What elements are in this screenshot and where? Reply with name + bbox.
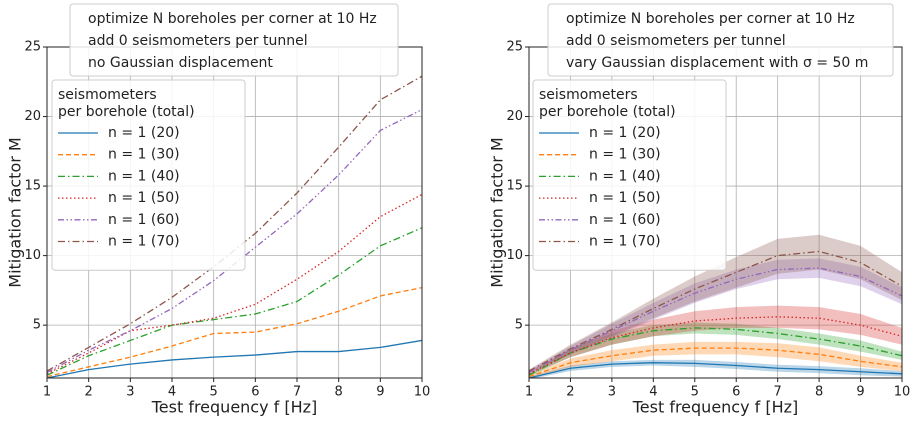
annotation-box bbox=[69, 3, 399, 77]
legend-box bbox=[532, 79, 727, 271]
y-tick-label: 10 bbox=[24, 248, 41, 263]
x-tick-label: 8 bbox=[335, 385, 343, 400]
legend-title: seismometers bbox=[539, 87, 638, 103]
x-tick-label: 9 bbox=[856, 385, 864, 400]
series-line bbox=[529, 267, 902, 374]
series-line bbox=[529, 362, 902, 378]
x-tick-label: 3 bbox=[126, 385, 134, 400]
legend-label: n = 1 (70) bbox=[108, 234, 180, 250]
legend-label: n = 1 (70) bbox=[589, 234, 661, 250]
annotation: no Gaussian displacement bbox=[88, 55, 273, 71]
x-axis-label: Test frequency f [Hz] bbox=[151, 398, 318, 417]
band bbox=[529, 359, 902, 378]
x-tick-label: 7 bbox=[293, 385, 301, 400]
x-tick-label: 7 bbox=[774, 385, 782, 400]
annotation: optimize N boreholes per corner at 10 Hz bbox=[566, 11, 855, 27]
band bbox=[529, 258, 902, 374]
legend-label: n = 1 (40) bbox=[589, 168, 661, 184]
y-tick-label: 25 bbox=[506, 40, 523, 55]
series-line bbox=[47, 286, 422, 378]
x-tick-label: 10 bbox=[414, 385, 431, 400]
x-tick-label: 5 bbox=[691, 385, 699, 400]
x-tick-label: 2 bbox=[85, 385, 93, 400]
legend-label: n = 1 (30) bbox=[589, 147, 661, 163]
series-line bbox=[529, 347, 902, 378]
x-tick-label: 4 bbox=[168, 385, 176, 400]
legend-label: n = 1 (50) bbox=[108, 190, 180, 206]
annotation-box bbox=[547, 3, 894, 77]
x-axis-label: Test frequency f [Hz] bbox=[632, 398, 799, 417]
plot-area bbox=[529, 234, 902, 378]
x-tick-label: 6 bbox=[251, 385, 259, 400]
x-tick-label: 6 bbox=[732, 385, 740, 400]
series-line bbox=[47, 193, 422, 375]
legend-label: n = 1 (60) bbox=[108, 212, 180, 228]
y-tick-label: 15 bbox=[506, 179, 523, 194]
band bbox=[529, 341, 902, 378]
legend-label: n = 1 (20) bbox=[589, 125, 661, 141]
legend-label: n = 1 (40) bbox=[108, 168, 180, 184]
legend-box bbox=[51, 79, 246, 271]
series-line bbox=[47, 227, 422, 376]
legend-title: per borehole (total) bbox=[539, 104, 676, 120]
x-tick-label: 1 bbox=[43, 385, 51, 400]
legend-label: n = 1 (50) bbox=[589, 190, 661, 206]
annotation: vary Gaussian displacement with σ = 50 m bbox=[566, 55, 868, 71]
x-tick-label: 1 bbox=[525, 385, 533, 400]
x-tick-label: 3 bbox=[608, 385, 616, 400]
y-axis-label: Mitigation factor M bbox=[6, 137, 25, 287]
series-line bbox=[47, 339, 422, 378]
band bbox=[529, 234, 902, 373]
x-tick-label: 2 bbox=[566, 385, 574, 400]
x-tick-label: 5 bbox=[210, 385, 218, 400]
legend-title: per borehole (total) bbox=[58, 104, 195, 120]
x-tick-label: 10 bbox=[894, 385, 911, 400]
annotation: optimize N boreholes per corner at 10 Hz bbox=[88, 11, 377, 27]
band bbox=[529, 322, 902, 377]
y-tick-label: 5 bbox=[515, 318, 523, 333]
series-line bbox=[529, 250, 902, 372]
y-tick-label: 25 bbox=[24, 40, 41, 55]
y-tick-label: 20 bbox=[24, 109, 41, 124]
series-line bbox=[529, 316, 902, 375]
x-tick-label: 8 bbox=[815, 385, 823, 400]
y-tick-label: 20 bbox=[506, 109, 523, 124]
y-axis-label: Mitigation factor M bbox=[488, 137, 507, 287]
band bbox=[529, 305, 902, 376]
y-tick-label: 10 bbox=[506, 248, 523, 263]
x-tick-label: 4 bbox=[649, 385, 657, 400]
legend-title: seismometers bbox=[58, 87, 157, 103]
annotation: add 0 seismometers per tunnel bbox=[566, 33, 786, 49]
series-line bbox=[529, 327, 902, 376]
y-tick-label: 15 bbox=[24, 179, 41, 194]
annotation: add 0 seismometers per tunnel bbox=[88, 33, 308, 49]
legend-label: n = 1 (30) bbox=[108, 147, 180, 163]
legend-label: n = 1 (60) bbox=[589, 212, 661, 228]
legend-label: n = 1 (20) bbox=[108, 125, 180, 141]
y-tick-label: 5 bbox=[33, 318, 41, 333]
x-tick-label: 9 bbox=[376, 385, 384, 400]
